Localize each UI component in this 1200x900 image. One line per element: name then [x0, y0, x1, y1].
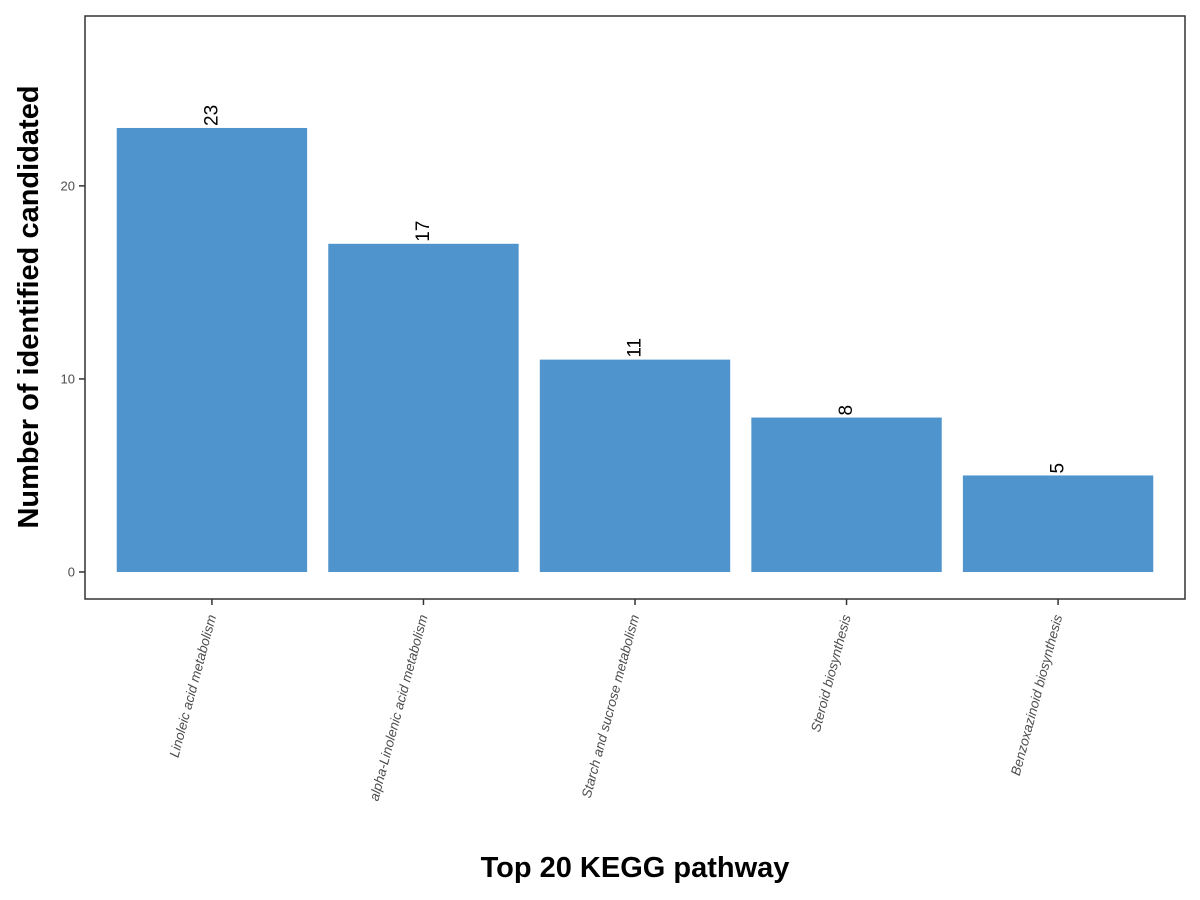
bar: [116, 127, 308, 572]
y-tick-label: 10: [61, 371, 75, 386]
bar: [751, 417, 942, 572]
bar-value-label: 5: [1048, 463, 1069, 474]
bar: [539, 359, 731, 572]
y-tick-label: 0: [68, 564, 75, 579]
bar-labels: 23 17 11 8 5: [201, 105, 1068, 474]
x-tick-label: Benzoxazinoid biosynthesis: [1008, 613, 1065, 777]
y-tick-label: 20: [61, 178, 75, 193]
bars: [116, 127, 1154, 572]
bar-value-label: 11: [625, 338, 646, 358]
x-axis-title: Top 20 KEGG pathway: [481, 852, 790, 884]
x-tick-label: Steroid biosynthesis: [808, 613, 854, 734]
y-axis: 0 10 20: [61, 178, 85, 579]
bar-value-label: 8: [836, 405, 857, 416]
y-axis-title: Number of identified candidated: [13, 85, 45, 528]
x-axis: Linoleic acid metabolism alpha-Linolenic …: [167, 599, 1065, 803]
x-tick-label: Starch and sucrose metabolism: [579, 613, 642, 800]
bar: [962, 475, 1154, 572]
x-tick-label: Linoleic acid metabolism: [167, 613, 220, 759]
bar: [328, 243, 519, 572]
bar-value-label: 23: [201, 105, 222, 126]
bar-value-label: 17: [413, 221, 434, 242]
x-tick-label: alpha-Linolenic acid metabolism: [366, 613, 430, 802]
